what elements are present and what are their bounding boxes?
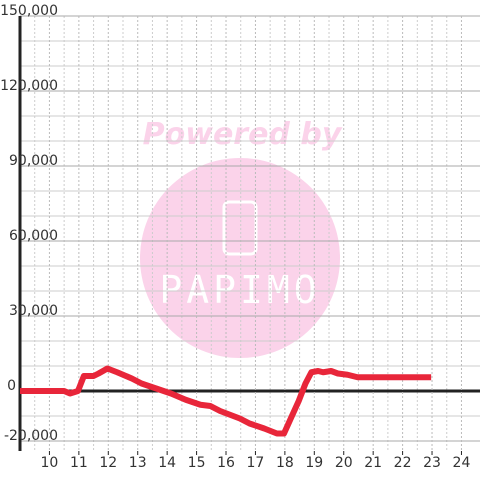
x-tick-label: 19 (305, 455, 323, 471)
y-tick-label: 60,000 (9, 228, 58, 244)
x-tick-label: 18 (276, 455, 294, 471)
watermark-phone-icon (222, 200, 258, 256)
x-tick-label: 16 (217, 455, 235, 471)
x-tick-label: 10 (41, 455, 59, 471)
x-tick-label: 17 (247, 455, 265, 471)
x-tick-label: 22 (394, 455, 412, 471)
x-tick-label: 21 (364, 455, 382, 471)
x-tick-label: 11 (70, 455, 88, 471)
watermark-text: Powered by (143, 117, 343, 152)
y-tick-label: 0 (7, 378, 16, 394)
x-tick-label: 12 (99, 455, 117, 471)
x-tick-label: 24 (453, 455, 471, 471)
x-tick-label: 15 (188, 455, 206, 471)
x-tick-label: 14 (158, 455, 176, 471)
y-tick-label: 120,000 (0, 78, 58, 94)
watermark-logo: PAPIMO (159, 268, 320, 312)
x-tick-label: 20 (335, 455, 353, 471)
watermark-circle (140, 158, 340, 358)
y-tick-label: 150,000 (0, 3, 58, 19)
x-tick-label: 13 (129, 455, 147, 471)
x-tick-label: 23 (423, 455, 441, 471)
y-tick-label: 30,000 (9, 303, 58, 319)
y-tick-label: 90,000 (9, 153, 58, 169)
data-line (20, 365, 432, 437)
y-tick-label: -20,000 (4, 428, 58, 444)
